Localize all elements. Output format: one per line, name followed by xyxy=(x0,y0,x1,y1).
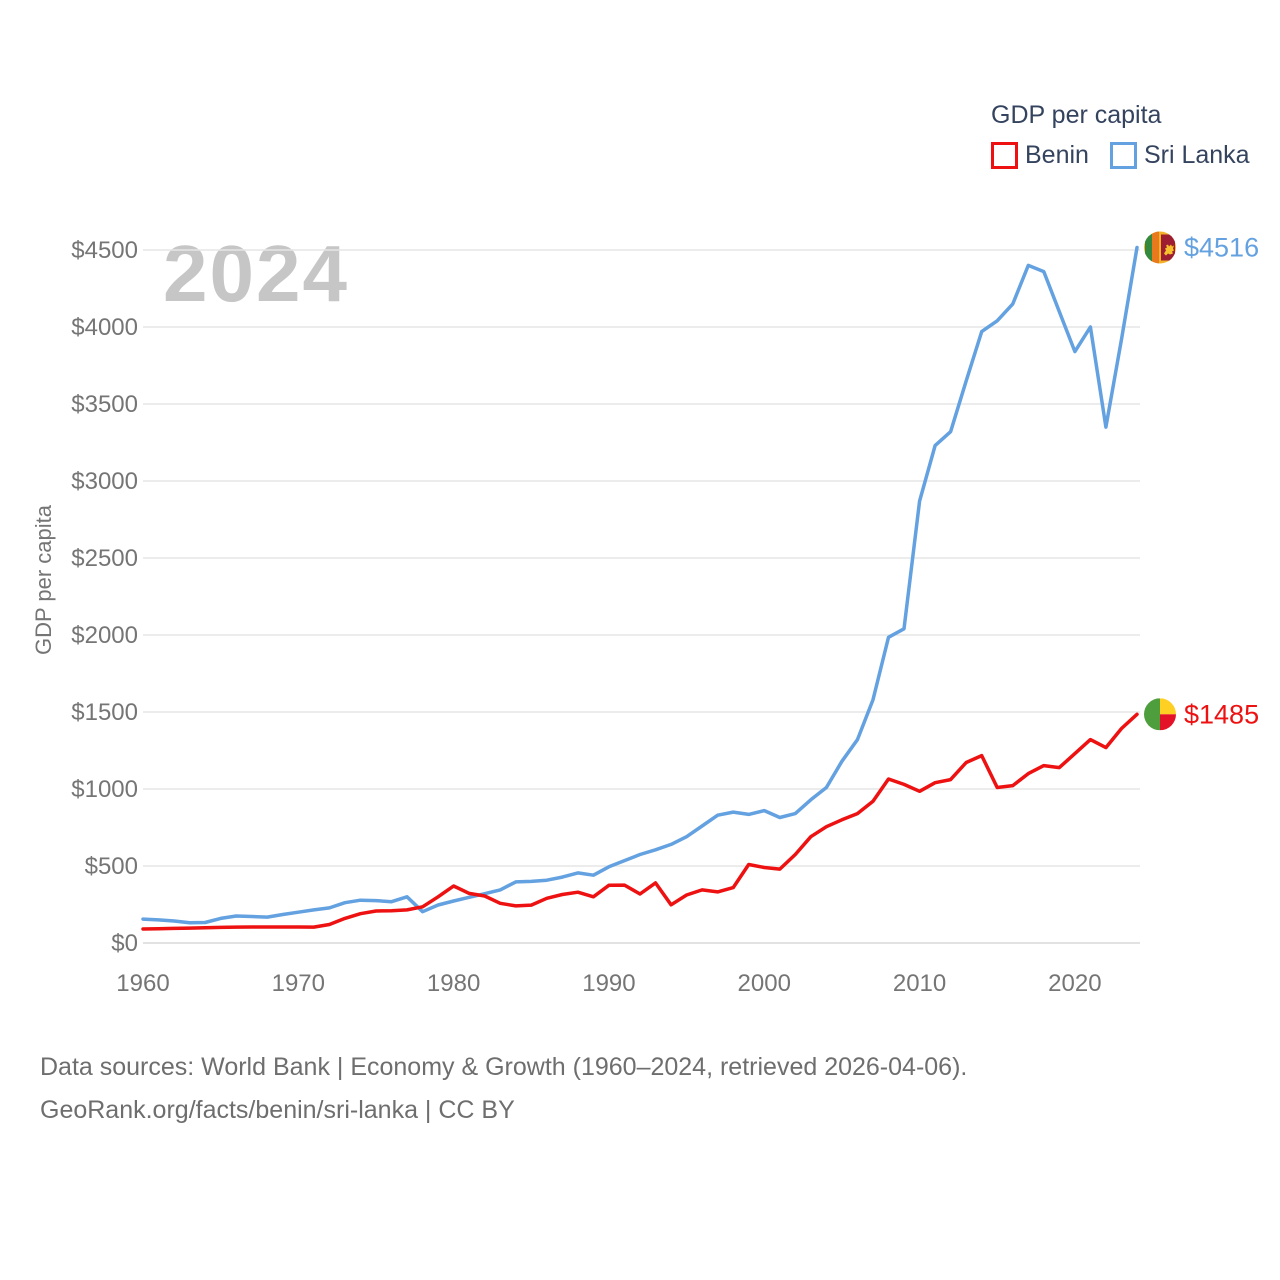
y-tick-label: $1500 xyxy=(71,699,138,726)
x-tick-label: 1990 xyxy=(582,970,635,997)
legend-label-sri-lanka: Sri Lanka xyxy=(1143,141,1250,169)
benin-swatch-icon xyxy=(991,142,1018,169)
sri-lanka-swatch-icon xyxy=(1109,142,1137,169)
y-tick-label: $4500 xyxy=(71,237,138,264)
x-tick-label: 1960 xyxy=(116,970,169,997)
legend: GDP per capita Benin Sri Lanka xyxy=(991,101,1250,170)
legend-item-benin[interactable]: Benin xyxy=(991,141,1089,170)
series-line-benin[interactable] xyxy=(141,712,1139,931)
sri-lanka-end-label: $4516 xyxy=(1184,233,1259,263)
grid-layer: $0 $500 $1000 $1500 $2000 $2500 $3000 $3500 $400… xyxy=(71,237,1140,997)
y-tick-label: $4000 xyxy=(71,314,138,341)
x-tick-label: 1970 xyxy=(272,970,325,997)
legend-label-benin: Benin xyxy=(1025,141,1089,169)
footer-attribution-line: GeoRank.org/facts/benin/sri-lanka | CC B… xyxy=(40,1096,515,1124)
legend-title: GDP per capita xyxy=(991,101,1162,129)
y-tick-label: $500 xyxy=(85,853,138,880)
series-layer xyxy=(141,245,1139,931)
footer: Data sources: World Bank | Economy & Gro… xyxy=(40,1046,967,1132)
y-tick-label: $1000 xyxy=(71,776,138,803)
footer-sources-line: Data sources: World Bank | Economy & Gro… xyxy=(40,1053,968,1081)
y-tick-label: $0 xyxy=(111,930,138,957)
y-tick-label: $2500 xyxy=(71,545,138,572)
y-tick-label: $3000 xyxy=(71,468,138,495)
legend-item-sri-lanka[interactable]: Sri Lanka xyxy=(1109,141,1250,170)
x-tick-label: 2000 xyxy=(738,970,791,997)
benin-flag-icon xyxy=(1144,698,1176,731)
x-tick-label: 2010 xyxy=(893,970,946,997)
benin-end-label: $1485 xyxy=(1184,699,1259,729)
series-line-sri-lanka[interactable] xyxy=(141,245,1139,925)
y-tick-label: $2000 xyxy=(71,622,138,649)
y-tick-label: $3500 xyxy=(71,391,138,418)
x-tick-label: 2020 xyxy=(1048,970,1101,997)
legend-items: Benin Sri Lanka xyxy=(991,141,1250,170)
year-watermark: 2024 xyxy=(163,229,349,318)
x-tick-label: 1980 xyxy=(427,970,480,997)
sri-lanka-flag-icon xyxy=(1144,231,1176,264)
